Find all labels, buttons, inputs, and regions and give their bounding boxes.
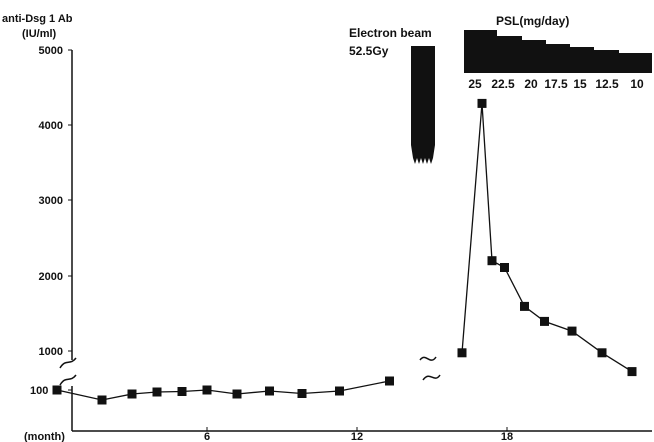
y-tick-label-5000: 5000	[39, 45, 63, 57]
y-tick-label-3000: 3000	[39, 195, 63, 207]
data-point	[520, 301, 529, 311]
psl-dose-10: 10	[630, 77, 644, 91]
electron-beam-dose: 52.5Gy	[349, 44, 389, 58]
data-point	[152, 387, 162, 397]
y-axis-title-line1: anti-Dsg 1 Ab	[2, 13, 73, 25]
psl-dose-15: 15	[573, 77, 587, 91]
curve-break-mark-upper	[419, 356, 437, 361]
y-tick-label-2000: 2000	[39, 271, 63, 283]
data-point	[500, 263, 509, 272]
psl-dose-labels: 25 22.5 20 17.5 15 12.5 10	[468, 77, 644, 91]
x-tick-label-12: 12	[351, 431, 363, 442]
data-point	[265, 386, 274, 396]
psl-dose-12-5: 12.5	[595, 77, 619, 91]
data-point	[52, 385, 62, 395]
data-point	[457, 348, 467, 358]
curve-break-mark-lower	[422, 374, 441, 381]
data-point	[177, 387, 187, 396]
y-ticks-upper: 5000 4000 3000 2000 1000	[39, 45, 72, 358]
data-point	[232, 389, 242, 399]
series-line-after-break	[461, 103, 633, 373]
x-tick-label-18: 18	[501, 431, 513, 442]
y-tick-label-4000: 4000	[39, 120, 63, 132]
x-axis-title: (month)	[24, 431, 65, 442]
electron-beam-bar	[411, 46, 435, 164]
data-point	[567, 326, 577, 336]
data-point	[487, 256, 497, 266]
y-axis-break-mark-lower	[59, 374, 77, 386]
electron-beam-label: Electron beam	[349, 26, 432, 40]
y-tick-label-100: 100	[30, 385, 48, 397]
y-axis-title-line2: (IU/ml)	[22, 28, 57, 40]
psl-dose-20: 20	[524, 77, 538, 91]
data-point	[297, 389, 307, 398]
psl-dose-17-5: 17.5	[544, 77, 568, 91]
data-point	[627, 367, 637, 377]
data-point	[335, 386, 344, 396]
psl-bar	[464, 30, 652, 73]
data-point	[127, 389, 137, 399]
psl-dose-22-5: 22.5	[491, 77, 515, 91]
data-point	[477, 98, 487, 108]
data-point	[385, 376, 394, 386]
data-point	[97, 395, 107, 405]
y-tick-label-1000: 1000	[39, 346, 63, 358]
x-tick-label-6: 6	[204, 431, 210, 442]
y-axis-break-mark-upper	[59, 357, 77, 369]
data-point	[540, 316, 549, 326]
psl-dose-25: 25	[468, 77, 482, 91]
data-point	[202, 385, 212, 395]
data-point	[597, 348, 607, 358]
psl-label: PSL(mg/day)	[496, 14, 569, 28]
series-layer	[52, 98, 637, 405]
